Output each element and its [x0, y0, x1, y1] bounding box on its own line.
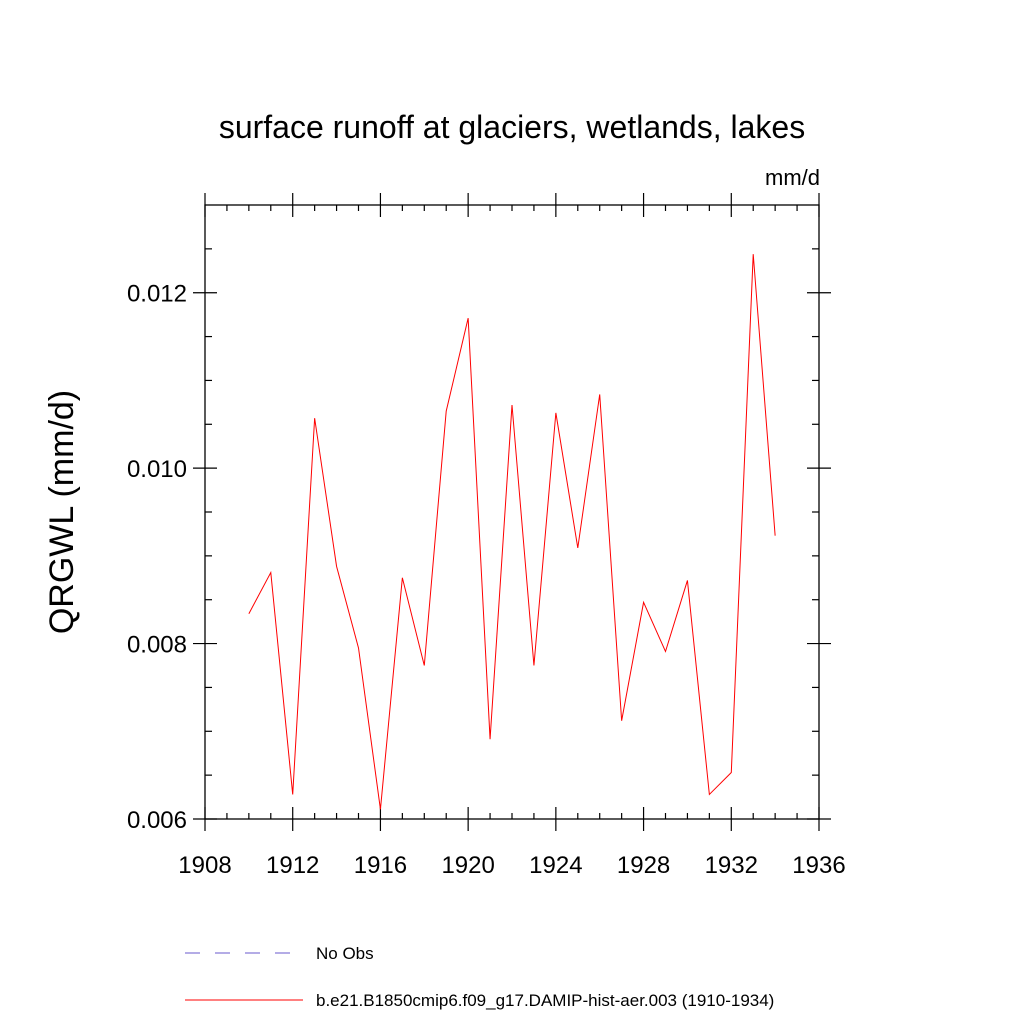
data-point: [664, 650, 667, 653]
data-point: [291, 793, 294, 796]
data-point: [686, 579, 689, 582]
y-tick-label: 0.006: [127, 807, 187, 834]
data-point: [423, 664, 426, 667]
axis-ticks: [193, 193, 831, 831]
y-tick-label: 0.008: [127, 632, 187, 659]
data-point: [774, 534, 777, 537]
data-point: [708, 793, 711, 796]
data-point: [730, 771, 733, 774]
data-point: [554, 411, 557, 414]
data-point: [752, 253, 755, 256]
x-tick-label: 1924: [529, 852, 582, 879]
data-point: [379, 808, 382, 811]
data-point: [642, 601, 645, 604]
legend-label-no-obs: No Obs: [316, 944, 374, 963]
data-point: [489, 738, 492, 741]
x-tick-label: 1920: [441, 852, 494, 879]
data-point: [467, 317, 470, 320]
x-tick-label: 1928: [617, 852, 670, 879]
y-axis-title: QRGWL (mm/d): [43, 390, 81, 634]
data-point: [247, 612, 250, 615]
x-tick-label: 1936: [792, 852, 845, 879]
series-line: [248, 254, 776, 810]
data-point: [401, 576, 404, 579]
data-point: [620, 719, 623, 722]
x-tick-label: 1916: [354, 852, 407, 879]
data-point: [576, 546, 579, 549]
data-point: [511, 403, 514, 406]
x-tick-label: 1932: [705, 852, 758, 879]
data-point: [313, 417, 316, 420]
data-point: [357, 646, 360, 649]
data-point: [598, 393, 601, 396]
y-tick-label: 0.010: [127, 456, 187, 483]
data-point: [445, 410, 448, 413]
legend: No Obs b.e21.B1850cmip6.f09_g17.DAMIP-hi…: [185, 944, 774, 1010]
units-label: mm/d: [765, 165, 820, 190]
data-point: [269, 571, 272, 574]
x-tick-label: 1912: [266, 852, 319, 879]
x-tick-label: 1908: [178, 852, 231, 879]
data-point: [532, 664, 535, 667]
chart-title: surface runoff at glaciers, wetlands, la…: [219, 109, 805, 145]
y-tick-label: 0.012: [127, 281, 187, 308]
tick-labels: 1908 1912 1916 1920 1924 1928 1932 1936 0.006 0.0…: [127, 281, 846, 879]
data-point: [335, 565, 338, 568]
legend-label-series: b.e21.B1850cmip6.f09_g17.DAMIP-hist-aer.…: [316, 991, 774, 1010]
series-layer: [247, 253, 777, 811]
